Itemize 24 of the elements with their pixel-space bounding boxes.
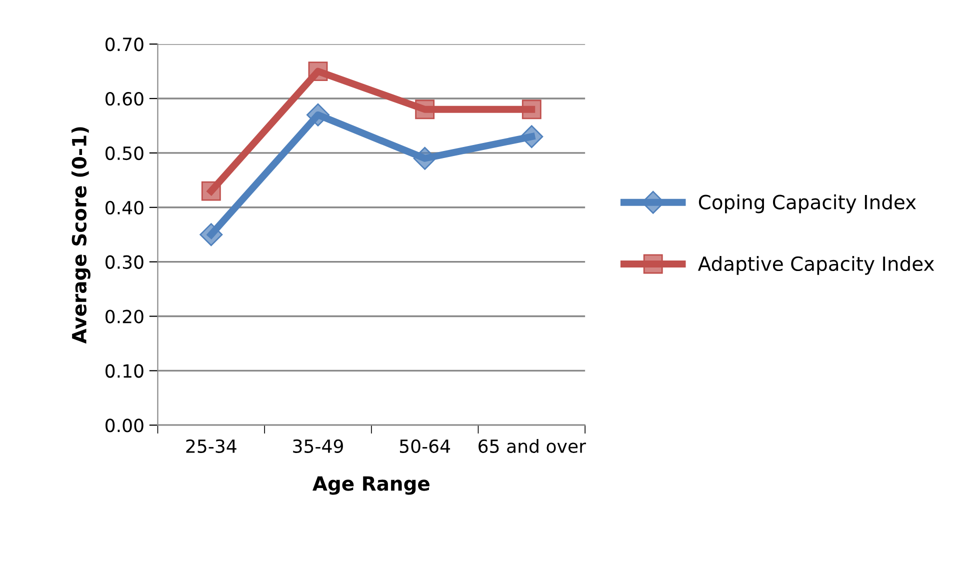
x-axis-title: Age Range (312, 476, 430, 495)
point (522, 100, 542, 120)
x-tick-label: 25-34 (186, 439, 236, 454)
y-tick-label: 0.20 (106, 310, 144, 324)
point (308, 62, 328, 82)
point (520, 125, 544, 148)
point (306, 103, 330, 126)
y-tick-label: 0.40 (106, 200, 144, 215)
x-tick-label: 65 and over (478, 439, 586, 454)
point (200, 223, 223, 246)
legend-label: Coping Capacity Index (698, 194, 916, 214)
x-tick-label: 50-64 (400, 439, 450, 454)
y-tick-label: 0.00 (106, 418, 144, 432)
y-tick-label: 0.10 (106, 364, 144, 378)
legend-label: Adaptive Capacity Index (698, 256, 934, 275)
x-tick-label: 35-49 (293, 439, 343, 454)
y-tick-label: 0.70 (106, 38, 144, 52)
y-tick-label: 0.30 (106, 255, 144, 269)
point (201, 181, 221, 201)
point (415, 100, 435, 120)
y-axis-title: Average Score (0-1) (72, 127, 90, 344)
y-tick-label: 0.50 (106, 146, 144, 160)
y-tick-label: 0.60 (106, 92, 144, 106)
point (413, 146, 436, 170)
